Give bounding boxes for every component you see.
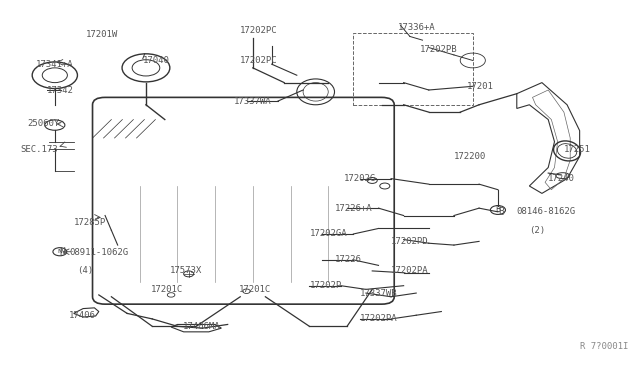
Text: R 7?0001I: R 7?0001I: [580, 342, 628, 351]
Text: 17202PC: 17202PC: [240, 56, 278, 65]
Text: 25060Y: 25060Y: [28, 119, 60, 128]
Text: N: N: [60, 247, 65, 257]
Text: B: B: [495, 205, 500, 215]
Text: 17406: 17406: [69, 311, 96, 320]
Text: 08911-1062G: 08911-1062G: [69, 248, 129, 257]
Text: 17040: 17040: [143, 56, 170, 65]
Text: 17226+A: 17226+A: [335, 203, 372, 213]
Text: 17201C: 17201C: [239, 285, 271, 294]
Text: 17202PA: 17202PA: [360, 314, 397, 323]
Text: 17406MA: 17406MA: [182, 322, 220, 331]
Text: 17201: 17201: [467, 82, 493, 91]
Text: N: N: [58, 249, 62, 254]
Text: (4): (4): [77, 266, 93, 275]
Bar: [353, 33, 473, 105]
Text: 17240: 17240: [548, 174, 575, 183]
Text: 172200: 172200: [454, 152, 486, 161]
Text: 17226: 17226: [335, 255, 362, 264]
Text: 17202PD: 17202PD: [391, 237, 429, 246]
Text: 08146-8162G: 08146-8162G: [516, 207, 576, 217]
Text: 17202G: 17202G: [344, 174, 376, 183]
Text: SEC.173: SEC.173: [20, 145, 58, 154]
Text: 17202PC: 17202PC: [240, 26, 278, 35]
Text: 17573X: 17573X: [170, 266, 202, 275]
Text: 17285P: 17285P: [74, 218, 106, 227]
Text: 17202GA: 17202GA: [309, 230, 347, 238]
Text: 17202P: 17202P: [309, 281, 342, 290]
Text: 17342: 17342: [47, 86, 74, 94]
Text: 17337WA: 17337WA: [234, 97, 271, 106]
Text: 17336+A: 17336+A: [397, 23, 435, 32]
Text: 17201C: 17201C: [151, 285, 183, 294]
Text: 17201W: 17201W: [86, 30, 118, 39]
Text: 17251: 17251: [564, 145, 591, 154]
Text: 17337WB: 17337WB: [360, 289, 397, 298]
Text: 17341+A: 17341+A: [36, 60, 74, 69]
Text: 17202PA: 17202PA: [391, 266, 429, 275]
Text: (2): (2): [529, 226, 545, 235]
Text: 17202PB: 17202PB: [419, 45, 457, 54]
Text: B: B: [498, 207, 504, 217]
